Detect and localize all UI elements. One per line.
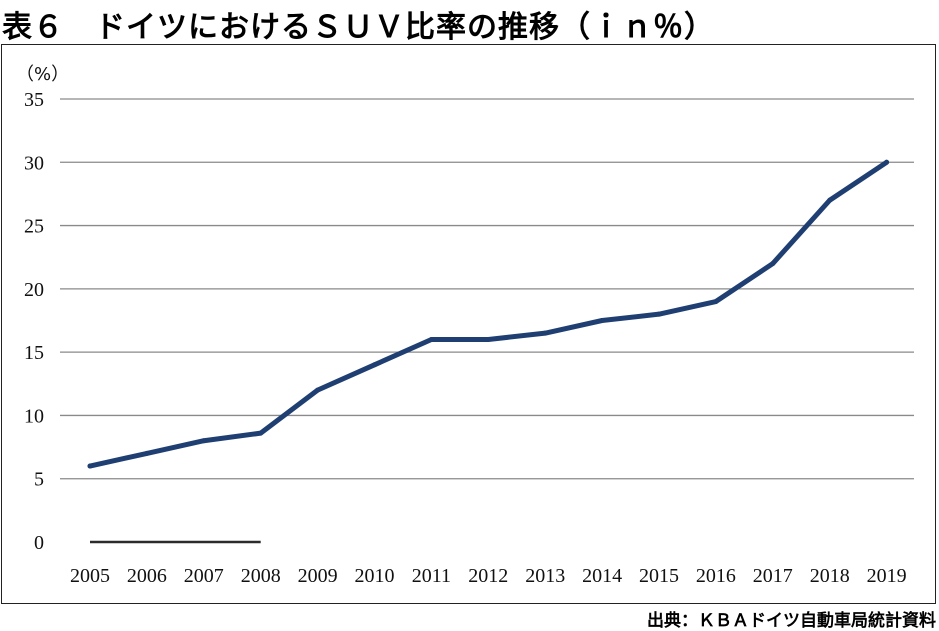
data-point — [827, 197, 833, 203]
data-point — [315, 387, 321, 393]
x-tick-labels: 2005 2006 2007 2008 2009 2010 2011 2012 2013 2014… — [70, 565, 907, 587]
chart-title: 表６ ドイツにおけるＳＵＶ比率の推移（ｉｎ％） — [2, 10, 715, 45]
data-point — [770, 261, 776, 267]
x-tick-label: 2013 — [525, 565, 565, 587]
data-point — [485, 336, 491, 342]
y-tick-label: 15 — [24, 342, 44, 364]
x-tick-label: 2019 — [867, 565, 907, 587]
data-point — [599, 318, 605, 323]
data-point — [884, 159, 890, 165]
data-point — [144, 450, 150, 456]
x-tick-label: 2012 — [468, 565, 508, 587]
gridlines — [60, 98, 914, 480]
series-group — [87, 159, 890, 469]
data-point — [542, 330, 548, 336]
y-tick-label: 20 — [24, 279, 44, 301]
y-axis-unit-label: （%） — [16, 64, 69, 85]
data-point — [713, 299, 719, 305]
data-point — [428, 336, 434, 342]
source-note: 出典：ＫＢＡドイツ自動車局統計資料 — [647, 611, 936, 631]
x-tick-label: 2008 — [241, 565, 281, 587]
y-tick-label: 25 — [24, 216, 44, 238]
data-point — [87, 463, 93, 469]
x-tick-label: 2015 — [639, 565, 679, 587]
data-point — [201, 438, 207, 444]
data-point — [258, 430, 264, 436]
data-point — [372, 362, 377, 368]
x-tick-label: 2009 — [298, 565, 338, 587]
y-tick-label: 0 — [34, 532, 44, 554]
x-tick-label: 2018 — [810, 565, 850, 587]
x-tick-label: 2016 — [696, 565, 736, 587]
y-tick-label: 5 — [34, 469, 44, 491]
y-tick-label: 10 — [24, 405, 44, 427]
y-tick-labels: 0 5 10 15 20 25 30 35 — [24, 89, 44, 554]
y-tick-label: 30 — [24, 152, 44, 174]
y-tick-label: 35 — [24, 89, 44, 111]
x-tick-label: 2010 — [355, 565, 395, 587]
x-tick-label: 2005 — [70, 565, 110, 587]
x-tick-label: 2006 — [127, 565, 167, 587]
x-tick-label: 2007 — [184, 565, 224, 587]
data-point — [656, 311, 662, 317]
x-tick-label: 2017 — [753, 565, 793, 587]
chart-frame — [1, 44, 936, 604]
x-tick-label: 2011 — [412, 565, 451, 587]
x-tick-label: 2014 — [582, 565, 622, 587]
series-line-0 — [87, 159, 890, 469]
